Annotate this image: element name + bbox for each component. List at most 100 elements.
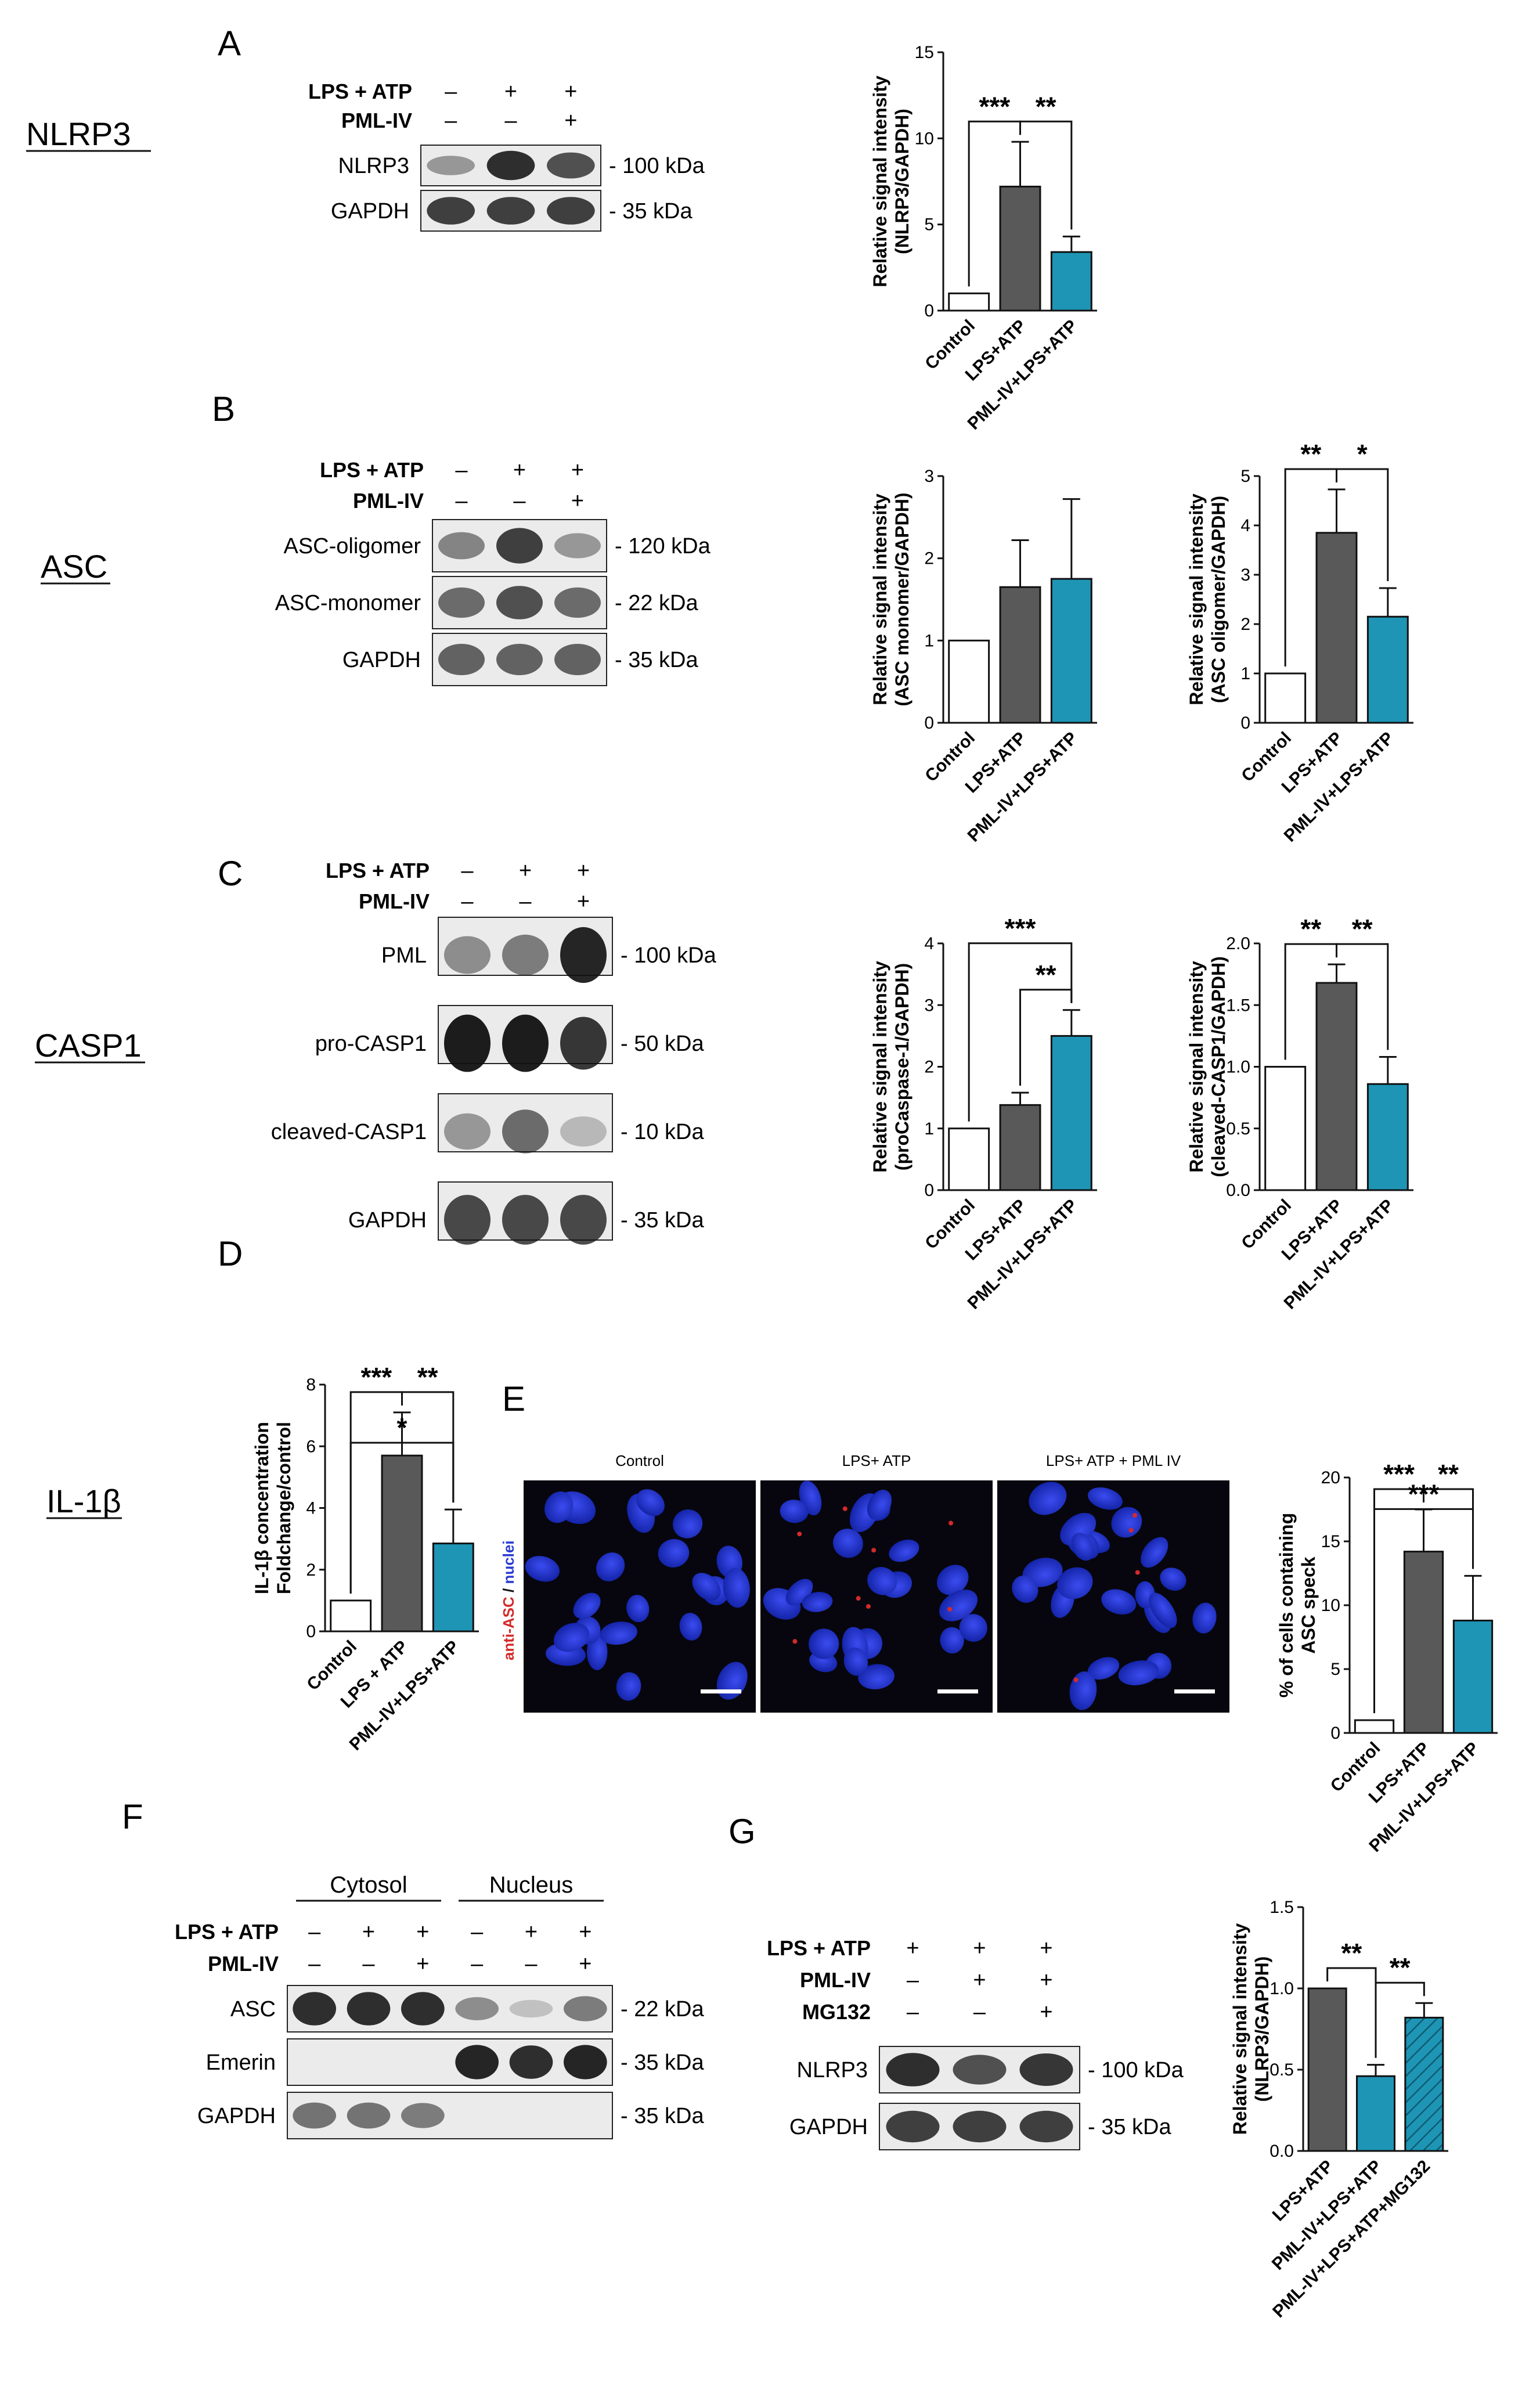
significance-label: *** — [1408, 1479, 1440, 1509]
row-label-il1b: IL-1β — [46, 1483, 121, 1519]
y-tick-label: 3 — [924, 467, 934, 486]
nucleus — [858, 1664, 895, 1689]
stain-label: anti-ASC / nuclei — [500, 1540, 517, 1660]
significance-label: ** — [1036, 91, 1056, 121]
panel-letter-a: A — [218, 24, 241, 63]
nucleus — [692, 1573, 721, 1601]
blot-condition-mark: + — [579, 1952, 592, 1976]
bar — [432, 1543, 474, 1633]
blot-condition-label: LPS + ATP — [175, 1920, 279, 1944]
blot-band — [444, 1195, 491, 1245]
blot-size-label: - 100 kDa — [1088, 2058, 1184, 2082]
asc-speck — [948, 1520, 954, 1526]
blot-group-nucleus: Nucleus — [489, 1872, 574, 1898]
panel-letter-e: E — [502, 1379, 525, 1418]
nucleus — [939, 1590, 978, 1621]
bar — [1366, 615, 1409, 724]
blot-protein-label: NLRP3 — [338, 154, 410, 178]
blot-size-label: - 35 kDa — [609, 199, 693, 224]
bar — [381, 1454, 423, 1633]
nucleus — [1101, 1589, 1137, 1615]
blot-condition-mark: – — [519, 889, 532, 914]
blot-condition-mark: + — [577, 859, 590, 883]
bar — [999, 1104, 1041, 1191]
blot-band — [347, 2102, 391, 2129]
blot-condition-mark: + — [571, 458, 584, 482]
bar — [1050, 1035, 1092, 1191]
blot-band — [502, 934, 549, 976]
blot-band — [509, 1999, 553, 2018]
y-tick-label: 4 — [924, 934, 934, 953]
blot-condition-mark: – — [513, 489, 526, 513]
chart-c2: 0.0 0.5 1.0 1.5 2.0 Relative signal intensity… — [1186, 914, 1413, 1313]
blot-protein-label: GAPDH — [789, 2115, 868, 2139]
nucleus — [616, 1672, 641, 1701]
panel-letter-d: D — [218, 1234, 243, 1273]
bar — [1315, 982, 1358, 1191]
blot-strip-emerin — [287, 2038, 613, 2086]
bar — [948, 1127, 990, 1191]
nucleus — [832, 1529, 863, 1558]
blot-band — [401, 2103, 445, 2128]
nucleus — [867, 1567, 897, 1595]
blot-condition-mark: – — [504, 109, 517, 133]
bar — [999, 586, 1041, 724]
blot-band — [438, 532, 485, 560]
bar — [1264, 1066, 1307, 1191]
blot-protein-label: pro-CASP1 — [315, 1032, 427, 1056]
blot-size-label: - 10 kDa — [621, 1120, 704, 1144]
bar — [1050, 578, 1092, 724]
blot-band — [547, 197, 595, 225]
y-tick-label: 4 — [1240, 516, 1250, 535]
blot-band — [502, 1195, 549, 1245]
y-axis-label: % of cells containingASC speck — [1276, 1513, 1319, 1698]
blot-condition-mark: + — [416, 1952, 429, 1976]
blot-band — [1019, 2110, 1073, 2143]
blot-band — [455, 1997, 499, 2020]
blot-band — [953, 2055, 1007, 2085]
blot-size-label: - 35 kDa — [621, 2051, 704, 2075]
nucleus — [843, 1648, 868, 1676]
blot-condition-mark: – — [471, 1952, 484, 1976]
asc-speck — [1128, 1527, 1134, 1533]
nucleus — [636, 1489, 665, 1516]
y-tick-label: 0 — [1330, 1724, 1340, 1743]
blot-band — [554, 587, 601, 618]
nucleus — [658, 1539, 690, 1567]
blot-band — [438, 587, 485, 618]
blot-condition-mark: + — [577, 889, 590, 914]
y-tick-label: 3 — [924, 996, 934, 1015]
blot-band — [564, 2045, 607, 2080]
nucleus — [867, 1490, 892, 1520]
blot-band — [554, 533, 601, 558]
blot-condition-label: LPS + ATP — [326, 859, 430, 882]
y-tick-label: 0 — [306, 1622, 316, 1641]
blot-band — [502, 1109, 549, 1154]
blot-band — [509, 2045, 553, 2079]
blot-condition-mark: – — [471, 1920, 484, 1944]
chart-b2: 0 1 2 3 4 5 Relative signal intensity(ASC olig… — [1186, 439, 1413, 846]
y-tick-label: 1.5 — [1226, 996, 1250, 1015]
panel-letter-g: G — [728, 1812, 756, 1851]
asc-speck — [842, 1506, 847, 1511]
y-tick-label: 6 — [306, 1437, 316, 1456]
nucleus — [626, 1595, 650, 1623]
significance-bracket — [1373, 1508, 1474, 1713]
asc-speck — [1073, 1677, 1079, 1682]
asc-speck — [856, 1596, 861, 1601]
bar — [1354, 1719, 1395, 1734]
row-label-casp1: CASP1 — [35, 1027, 142, 1064]
row-label-asc: ASC — [41, 548, 107, 585]
blot-size-label: - 120 kDa — [615, 534, 711, 558]
bar — [999, 185, 1041, 312]
y-axis-label: Relative signal intensity(ASC monomer/GA… — [870, 492, 913, 706]
blot-condition-mark: + — [579, 1920, 592, 1944]
blot-band — [293, 2102, 336, 2129]
nucleus — [596, 1552, 625, 1581]
blot-band — [560, 1195, 607, 1245]
asc-speck — [947, 1606, 953, 1612]
blot-band — [486, 197, 535, 225]
y-tick-label: 2.0 — [1226, 934, 1250, 953]
blot-protein-label: GAPDH — [197, 2104, 276, 2128]
